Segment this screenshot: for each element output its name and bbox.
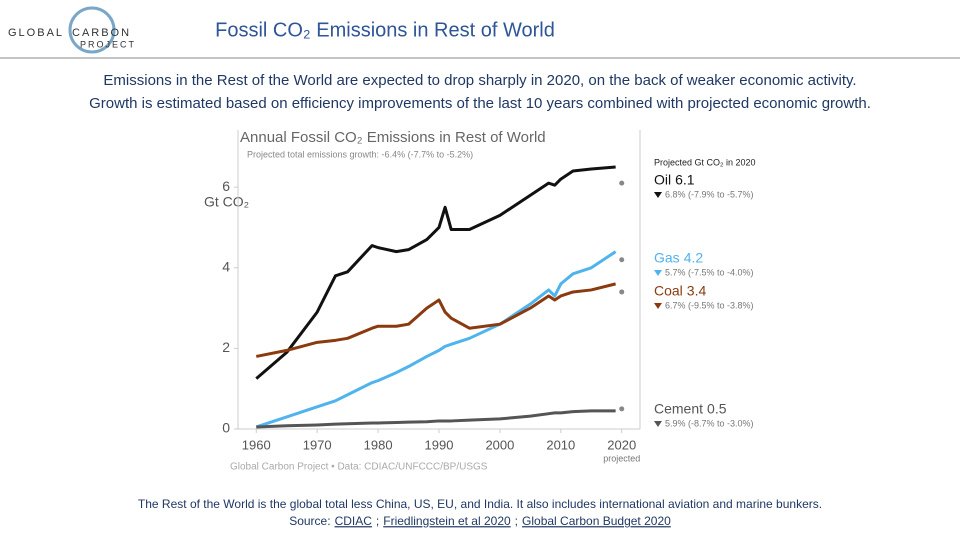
legend-value: 6.1 (675, 172, 695, 188)
source-link[interactable]: CDIAC (335, 514, 373, 528)
y-tick-label: 6 (222, 178, 230, 194)
x-note: projected (603, 453, 640, 463)
legend-growth: 5.7% (-7.5% to -4.0%) (665, 267, 754, 277)
legend-value: 4.2 (684, 250, 704, 266)
projection-point (619, 180, 625, 186)
logo-text: CARBON (72, 27, 131, 39)
projection-point (619, 289, 625, 295)
chart-title: Annual Fossil CO₂ Emissions in Rest of W… (240, 129, 546, 146)
projection-title: Projected Gt CO₂ in 2020 (654, 157, 756, 167)
legend-name: Gas (654, 250, 680, 266)
separator: ; (376, 514, 379, 528)
source-link[interactable]: Global Carbon Budget 2020 (522, 514, 671, 528)
legend-name: Coal (654, 283, 683, 299)
y-tick-label: 2 (222, 339, 230, 355)
separator: ; (515, 514, 518, 528)
credit: Global Carbon Project • Data: CDIAC/UNFC… (230, 462, 488, 473)
y-tick-label: 4 (222, 258, 230, 274)
y-axis-label: Gt CO₂ (204, 194, 249, 210)
legend-value: 3.4 (687, 283, 707, 299)
legend-value: 0.5 (707, 401, 727, 417)
series-line (255, 282, 616, 358)
x-tick-label: 1960 (242, 437, 271, 452)
x-tick-label: 1990 (425, 437, 454, 452)
legend-triangle (654, 421, 662, 427)
x-tick-label: 1970 (303, 437, 332, 452)
x-tick-label: 1980 (364, 437, 393, 452)
legend-name: Cement (654, 401, 703, 417)
series-line (255, 165, 616, 380)
sources: Source: CDIAC; Friedlingstein et al 2020; G… (289, 514, 671, 528)
legend-triangle (654, 270, 662, 276)
legend-name: Oil (654, 172, 671, 188)
logo-text: PROJECT (80, 39, 136, 49)
chart-subtitle: Projected total emissions growth: -6.4% … (247, 149, 473, 159)
footnote: The Rest of the World is the global tota… (138, 497, 822, 511)
slide-title: Fossil CO₂ Emissions in Rest of World (215, 19, 555, 41)
legend-growth: 6.8% (-7.9% to -5.7%) (665, 189, 754, 199)
x-tick-label: 2010 (546, 437, 575, 452)
logo-ring (68, 6, 116, 54)
series-line (255, 250, 617, 429)
legend-growth: 5.9% (-8.7% to -3.0%) (665, 418, 754, 428)
series-line (256, 409, 616, 429)
logo-text: GLOBAL (8, 27, 64, 39)
source-link[interactable]: Friedlingstein et al 2020 (383, 514, 511, 528)
y-tick-label: 0 (222, 420, 230, 436)
projection-point (619, 406, 625, 412)
description: Emissions in the Rest of the World are e… (103, 72, 856, 89)
legend-growth: 6.7% (-9.5% to -3.8%) (665, 300, 754, 310)
source-label: Source: (289, 514, 330, 528)
x-tick-label: 2000 (485, 437, 514, 452)
x-tick-label: 2020 (607, 437, 636, 452)
legend-triangle (654, 192, 662, 198)
description: Growth is estimated based on efficiency … (89, 95, 871, 112)
projection-point (619, 257, 625, 263)
legend-triangle (654, 303, 662, 309)
